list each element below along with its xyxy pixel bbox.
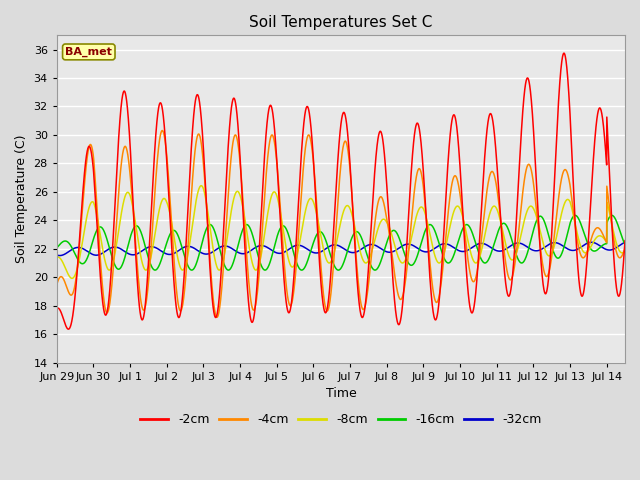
Line: -8cm: -8cm (57, 186, 625, 278)
-16cm (53, 245, 61, 251)
-8cm (375, 224, 383, 230)
-16cm (621, 242, 629, 248)
-4cm (299, 172, 307, 178)
-2cm (65, 326, 72, 332)
Legend: -2cm, -4cm, -8cm, -16cm, -32cm: -2cm, -4cm, -8cm, -16cm, -32cm (136, 408, 547, 431)
-16cm (501, 221, 509, 227)
Line: -32cm: -32cm (57, 242, 625, 255)
-32cm (56, 252, 63, 258)
Y-axis label: Soil Temperature (C): Soil Temperature (C) (15, 135, 28, 263)
-4cm (621, 245, 629, 251)
-16cm (299, 267, 307, 273)
-8cm (327, 259, 335, 264)
Text: BA_met: BA_met (65, 47, 112, 57)
-8cm (502, 240, 509, 246)
-8cm (617, 249, 625, 255)
-8cm (68, 276, 76, 281)
-2cm (299, 133, 307, 139)
-16cm (311, 235, 319, 241)
-4cm (375, 198, 383, 204)
-16cm (572, 213, 579, 218)
-2cm (501, 276, 509, 282)
-32cm (327, 243, 335, 249)
-8cm (621, 248, 629, 254)
-32cm (374, 244, 382, 250)
-32cm (53, 252, 61, 258)
-16cm (327, 253, 335, 259)
-2cm (621, 238, 629, 243)
-32cm (621, 240, 629, 245)
Line: -2cm: -2cm (57, 53, 625, 329)
-4cm (53, 281, 61, 287)
-2cm (560, 50, 568, 56)
Line: -4cm: -4cm (57, 131, 625, 317)
-2cm (617, 288, 625, 294)
-8cm (299, 222, 307, 228)
-4cm (617, 255, 625, 261)
Line: -16cm: -16cm (57, 216, 625, 270)
-2cm (327, 272, 335, 277)
-4cm (312, 182, 319, 188)
-4cm (213, 314, 221, 320)
-32cm (299, 243, 307, 249)
-8cm (53, 254, 61, 260)
-32cm (617, 242, 625, 248)
X-axis label: Time: Time (326, 387, 356, 400)
-16cm (617, 230, 625, 236)
-8cm (197, 183, 205, 189)
-2cm (374, 133, 382, 139)
-4cm (502, 258, 509, 264)
-8cm (312, 205, 319, 211)
-16cm (374, 264, 382, 270)
Title: Soil Temperatures Set C: Soil Temperatures Set C (249, 15, 433, 30)
-2cm (53, 306, 61, 312)
-32cm (588, 240, 595, 245)
-4cm (327, 290, 335, 296)
-4cm (159, 128, 166, 133)
-32cm (311, 250, 319, 256)
-2cm (311, 186, 319, 192)
-32cm (501, 247, 509, 252)
-16cm (151, 267, 159, 273)
